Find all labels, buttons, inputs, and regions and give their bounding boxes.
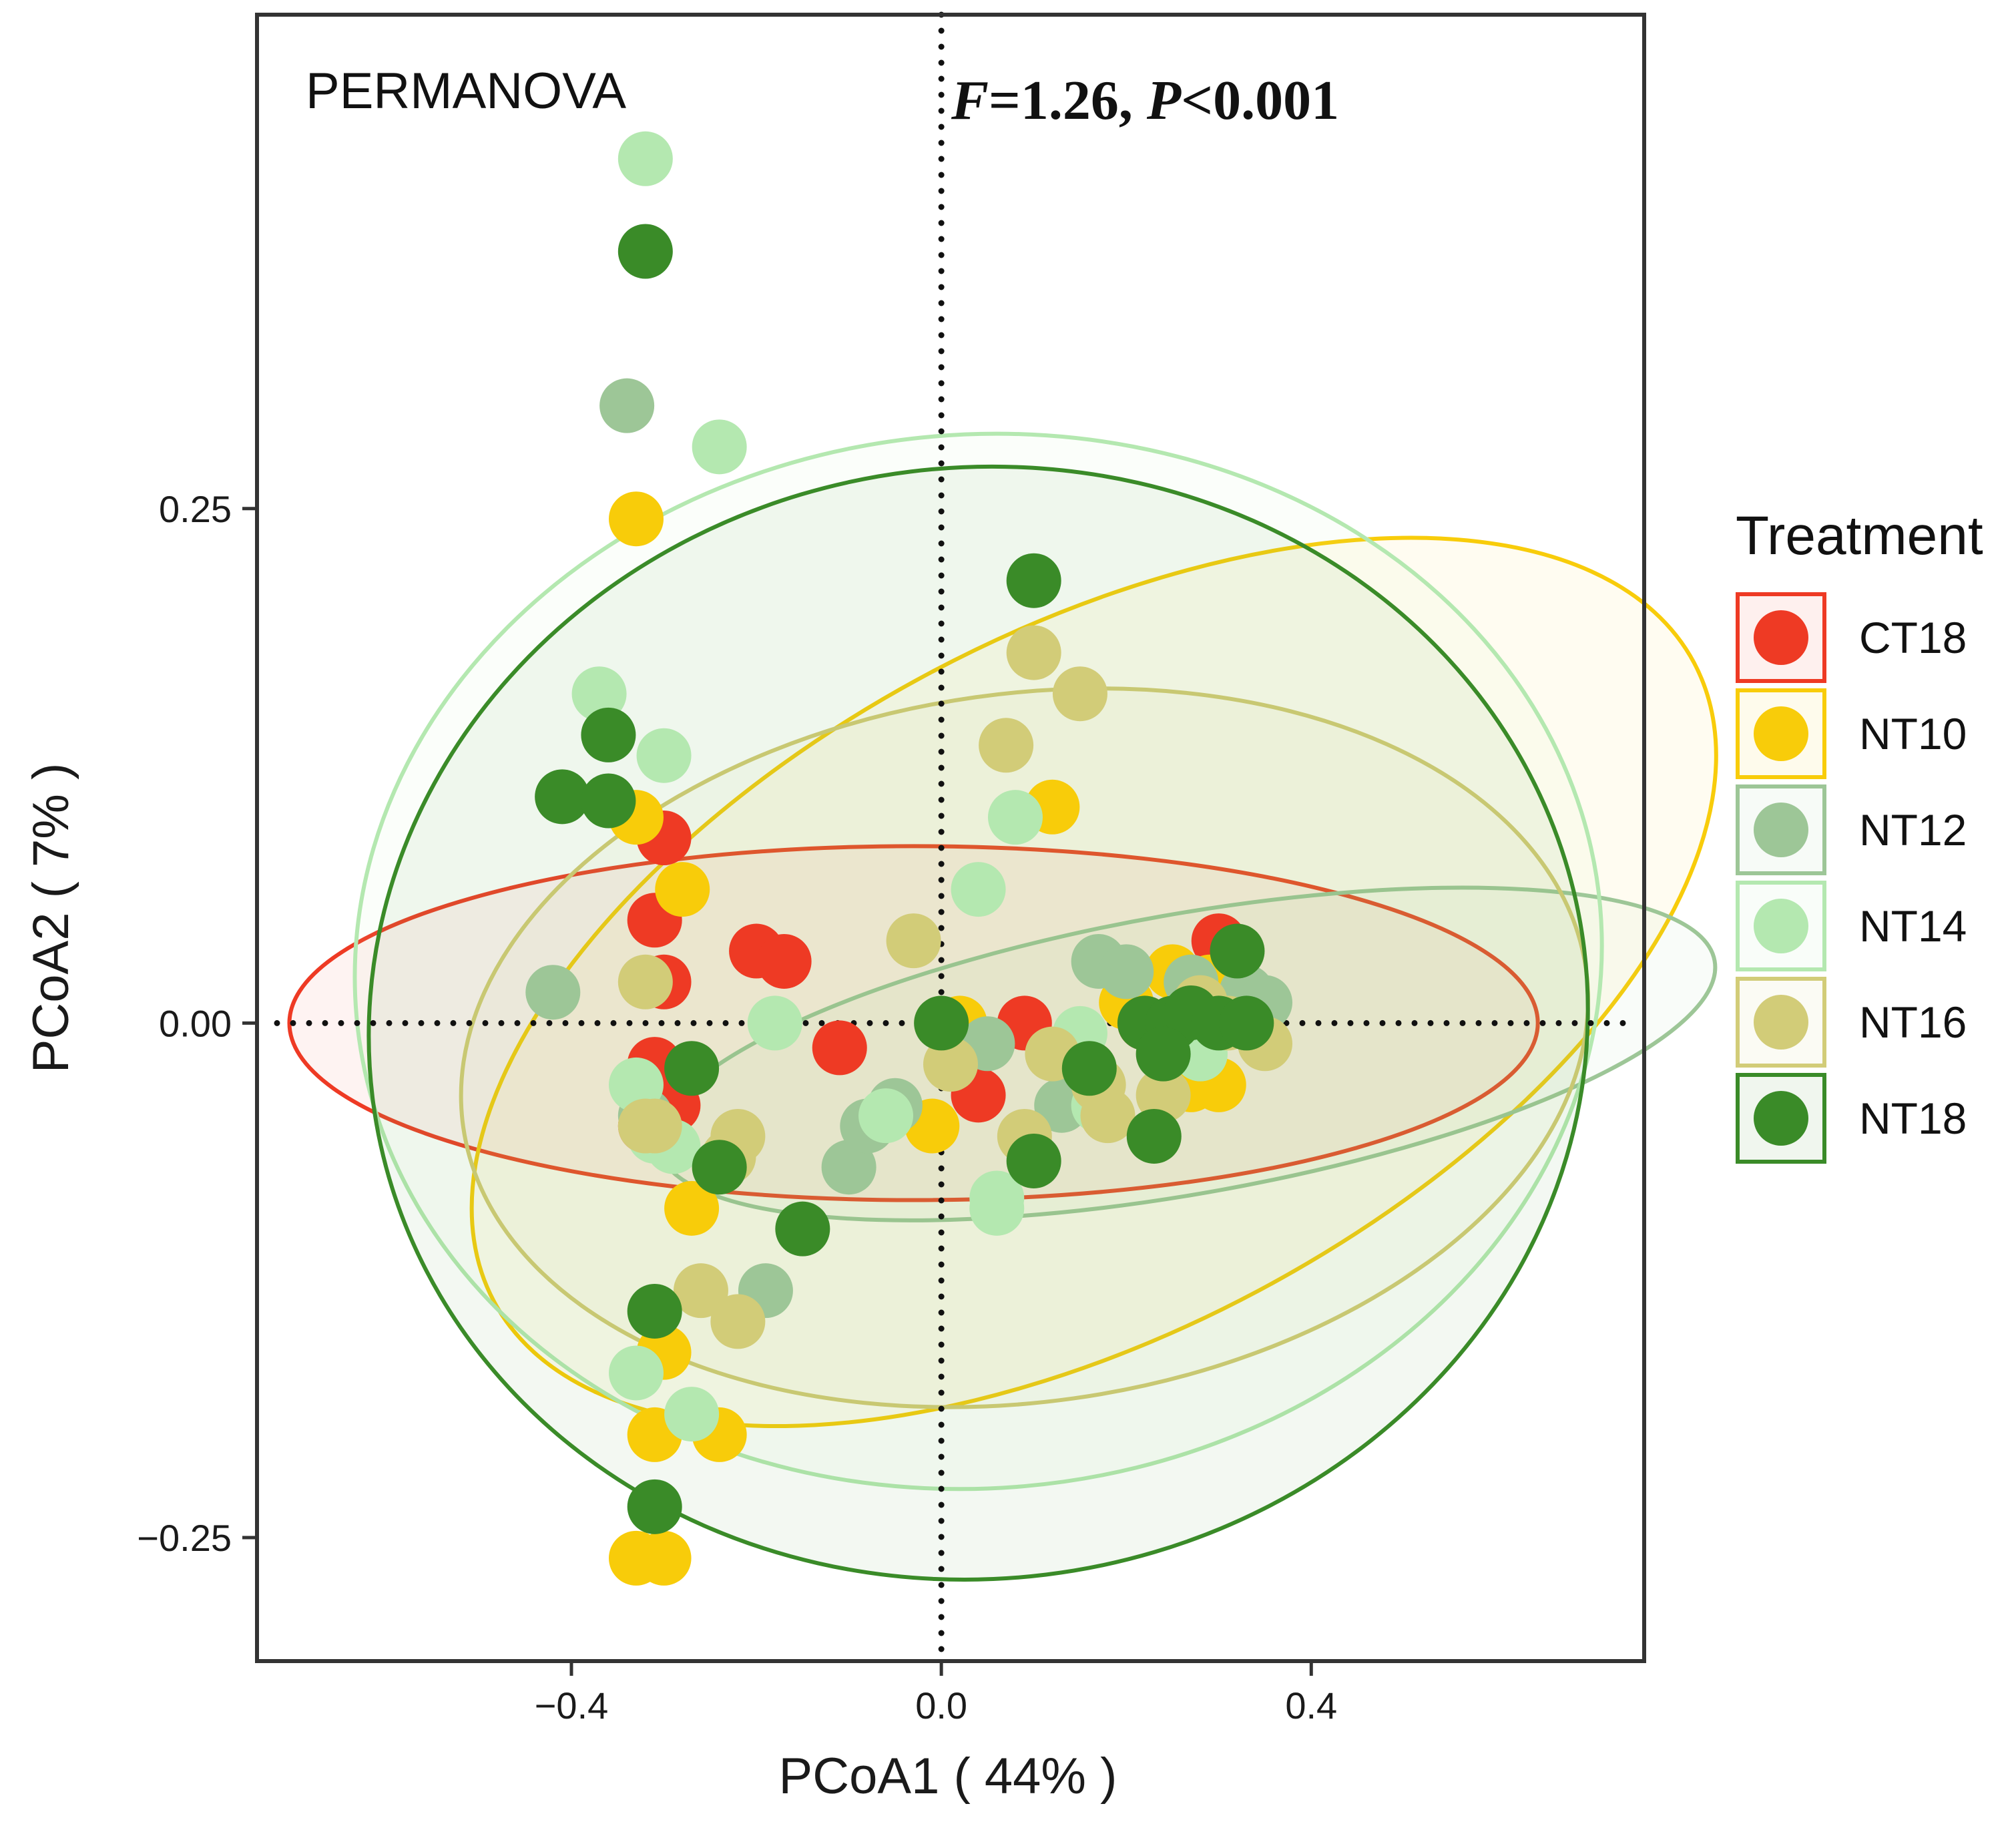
reference-lines bbox=[274, 11, 1641, 1664]
point-nt18 bbox=[692, 1140, 747, 1195]
point-nt18 bbox=[1006, 553, 1061, 608]
point-nt14 bbox=[617, 131, 673, 186]
legend-dot-ct18 bbox=[1754, 610, 1808, 665]
point-nt18 bbox=[1136, 1026, 1191, 1082]
legend-dot-nt16 bbox=[1754, 995, 1808, 1050]
point-nt10 bbox=[608, 491, 664, 547]
point-nt14 bbox=[636, 728, 692, 783]
point-nt18 bbox=[581, 707, 636, 762]
plot-panel-border bbox=[255, 13, 1646, 1663]
point-nt18 bbox=[1061, 1041, 1117, 1096]
point-nt16 bbox=[1052, 666, 1107, 722]
ellipse-nt14 bbox=[352, 431, 1604, 1492]
x-tick-label: 0.4 bbox=[1285, 1684, 1337, 1727]
legend-title: Treatment bbox=[1736, 505, 1983, 566]
point-nt12 bbox=[821, 1140, 876, 1195]
point-nt18 bbox=[535, 769, 590, 825]
point-nt16 bbox=[617, 954, 673, 1009]
point-nt14 bbox=[608, 1057, 664, 1112]
y-tick-label: 0.00 bbox=[159, 1002, 232, 1044]
x-tick-label: −0.4 bbox=[535, 1684, 609, 1727]
point-nt12 bbox=[1099, 944, 1154, 999]
y-axis-title: PCoA2 ( 7% ) bbox=[23, 763, 79, 1074]
point-nt16 bbox=[886, 913, 941, 969]
point-nt16 bbox=[1080, 1088, 1136, 1144]
point-nt16 bbox=[1006, 625, 1061, 680]
point-nt18 bbox=[1210, 923, 1265, 979]
point-nt18 bbox=[914, 995, 969, 1051]
point-nt18 bbox=[1006, 1133, 1061, 1188]
legend-label-ct18: CT18 bbox=[1859, 613, 1967, 662]
confidence-ellipses bbox=[287, 431, 1718, 1582]
point-ct18 bbox=[812, 1020, 867, 1076]
legend-label-nt12: NT12 bbox=[1859, 805, 1967, 855]
point-nt14 bbox=[571, 666, 627, 722]
point-nt18 bbox=[617, 224, 673, 279]
legend-dot-nt18 bbox=[1754, 1091, 1808, 1146]
point-nt16 bbox=[627, 1098, 682, 1154]
legend-dot-nt10 bbox=[1754, 706, 1808, 761]
point-nt18 bbox=[1219, 995, 1274, 1051]
point-nt18 bbox=[581, 773, 636, 829]
legend-label-nt16: NT16 bbox=[1859, 997, 1967, 1047]
point-nt16 bbox=[979, 718, 1034, 773]
point-nt16 bbox=[710, 1294, 766, 1349]
point-nt18 bbox=[627, 1479, 682, 1534]
point-nt10 bbox=[608, 1530, 664, 1586]
y-tick-label: 0.25 bbox=[159, 488, 232, 530]
legend-dot-nt12 bbox=[1754, 803, 1808, 857]
point-nt14 bbox=[747, 995, 802, 1051]
point-nt16 bbox=[673, 1263, 728, 1319]
legend-dot-nt14 bbox=[1754, 899, 1808, 953]
point-nt10 bbox=[664, 1180, 720, 1236]
point-nt14 bbox=[858, 1088, 914, 1144]
point-nt14 bbox=[664, 1387, 720, 1442]
point-nt18 bbox=[627, 1283, 682, 1339]
x-tick-label: 0.0 bbox=[915, 1684, 967, 1727]
point-nt14 bbox=[608, 1345, 664, 1401]
point-nt12 bbox=[525, 965, 581, 1020]
data-points bbox=[525, 131, 1293, 1586]
point-ct18 bbox=[756, 933, 812, 989]
legend: Treatment CT18 NT10 NT12 NT14 NT16 NT18 bbox=[1736, 505, 1983, 1164]
permanova-statistic: F=1.26, P<0.001 bbox=[951, 69, 1339, 132]
point-nt14 bbox=[692, 419, 747, 475]
legend-label-nt18: NT18 bbox=[1859, 1094, 1967, 1143]
legend-label-nt10: NT10 bbox=[1859, 709, 1967, 758]
point-nt16 bbox=[1136, 1068, 1191, 1123]
permanova-label: PERMANOVA bbox=[306, 63, 626, 120]
legend-label-nt14: NT14 bbox=[1859, 901, 1967, 951]
point-nt16 bbox=[923, 1037, 978, 1092]
point-nt14 bbox=[987, 790, 1043, 845]
point-nt18 bbox=[775, 1201, 830, 1257]
point-nt18 bbox=[1126, 1108, 1182, 1164]
point-nt12 bbox=[599, 378, 655, 433]
point-nt18 bbox=[664, 1041, 720, 1096]
axes: −0.4 0.0 0.4 −0.25 0.00 0.25 bbox=[137, 488, 1337, 1727]
y-tick-label: −0.25 bbox=[137, 1517, 232, 1559]
point-nt14 bbox=[969, 1180, 1025, 1236]
x-axis-title: PCoA1 ( 44% ) bbox=[779, 1748, 1117, 1805]
point-nt10 bbox=[655, 862, 710, 917]
point-nt14 bbox=[951, 862, 1006, 917]
